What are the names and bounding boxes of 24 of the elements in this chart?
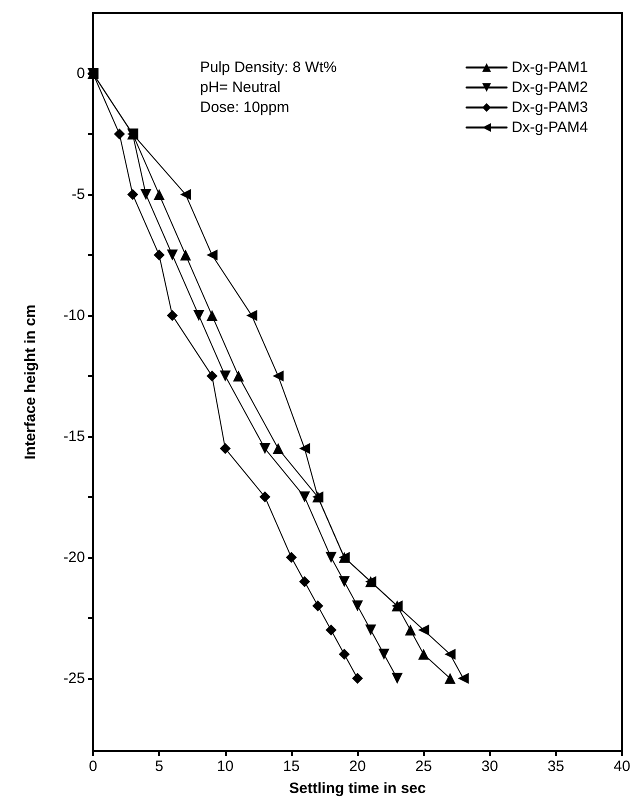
annotation: Dose: 10ppm <box>200 99 290 116</box>
y-tick-label: -10 <box>63 306 85 324</box>
x-tick-label: 10 <box>216 758 234 775</box>
x-tick-label: 0 <box>88 758 98 775</box>
y-axis-title: Interface height in cm <box>22 304 39 460</box>
legend-label: Dx-g-PAM2 <box>512 79 588 96</box>
annotation: pH= Neutral <box>200 79 280 96</box>
x-tick-label: 35 <box>548 758 564 775</box>
legend-label: Dx-g-PAM4 <box>512 119 588 136</box>
y-tick-label: -20 <box>63 548 85 566</box>
x-tick-label: 20 <box>349 758 366 775</box>
y-tick-label: -15 <box>63 428 85 445</box>
x-tick-label: 25 <box>415 758 432 775</box>
legend-label: Dx-g-PAM1 <box>512 59 588 76</box>
annotation: Pulp Density: 8 Wt% <box>200 59 337 76</box>
x-tick-label: 15 <box>283 758 300 775</box>
legend-label: Dx-g-PAM3 <box>512 99 588 116</box>
y-tick-label: -25 <box>63 670 85 687</box>
x-tick-label: 40 <box>614 758 630 775</box>
x-tick-label: 5 <box>154 758 164 775</box>
x-tick-label: 30 <box>481 758 498 775</box>
x-axis-title: Settling time in sec <box>289 780 426 797</box>
y-tick-label: 0 <box>76 64 85 82</box>
y-tick-label: -5 <box>72 186 85 203</box>
